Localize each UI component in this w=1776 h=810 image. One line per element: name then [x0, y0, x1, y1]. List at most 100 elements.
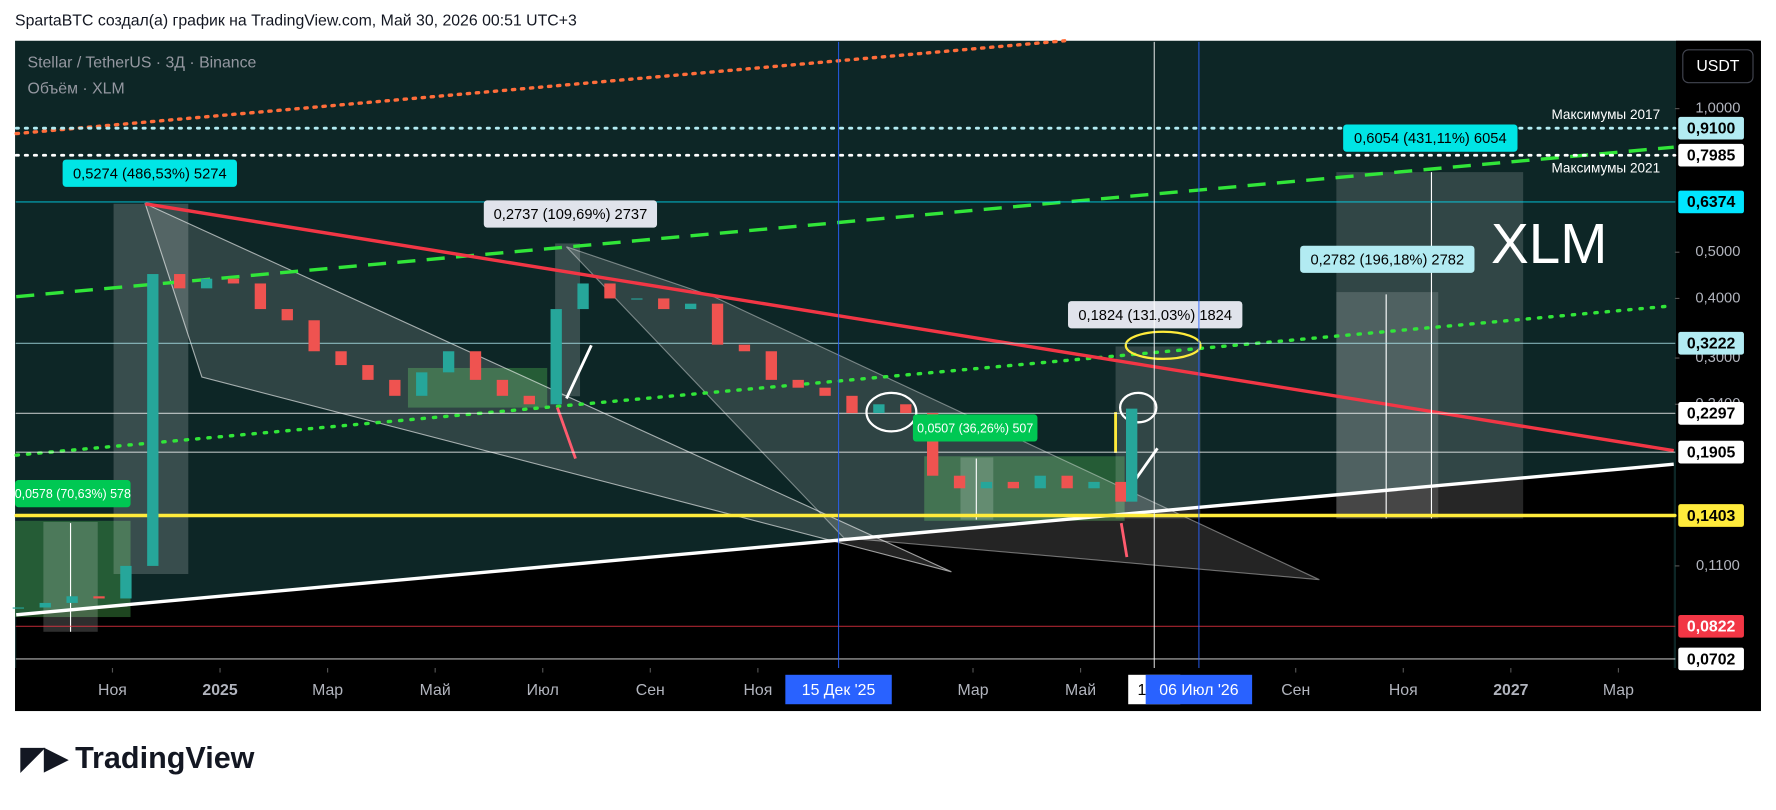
volume-legend: Объём · XLM — [28, 81, 125, 98]
x-tick-label: Май — [1065, 682, 1096, 699]
candle — [174, 274, 186, 289]
annotation: Максимумы 2021 — [1551, 160, 1660, 175]
candle — [819, 387, 831, 396]
arrow — [556, 407, 577, 460]
measure-label: 0,0578 (70,63%) 578 — [15, 487, 131, 501]
trendline — [16, 462, 1674, 617]
x-tick-label: Ноя — [1389, 682, 1418, 699]
candle — [577, 283, 589, 310]
x-tick-label: 2025 — [202, 682, 237, 699]
x-tick-label: Сен — [1281, 682, 1310, 699]
cursor-label: 15 Дек '25 — [802, 682, 876, 699]
price-label-bg — [1678, 190, 1744, 214]
measure-label-bg — [912, 414, 1038, 442]
x-tick-label: 2027 — [1493, 682, 1528, 699]
arrow — [565, 344, 593, 400]
wedge — [144, 202, 952, 573]
candle — [200, 278, 213, 289]
logo-mark: ◤▶ — [20, 741, 69, 775]
candle — [362, 365, 374, 380]
logo: TradingView — [75, 741, 255, 775]
candle — [846, 395, 858, 414]
candle — [120, 565, 132, 599]
highlight — [1124, 330, 1202, 361]
measure-box — [1336, 172, 1524, 519]
highlight — [865, 391, 918, 433]
measure-label-bg — [1300, 245, 1475, 273]
candle — [335, 351, 347, 366]
arrow — [1119, 522, 1129, 558]
highlight — [1118, 391, 1158, 424]
price-label-bg — [1678, 614, 1744, 638]
candle — [604, 283, 616, 299]
price-label-bg — [1678, 116, 1744, 140]
price-label: 0,6374 — [1687, 194, 1736, 211]
candle — [1061, 475, 1073, 489]
candle — [1115, 481, 1127, 502]
x-tick-label: Мар — [312, 682, 343, 699]
price-label: 0,1905 — [1687, 444, 1736, 461]
y-tick-label: 1,0000 — [1695, 101, 1740, 117]
x-tick-label: Ноя — [98, 682, 127, 699]
candle — [658, 298, 670, 310]
candle — [873, 404, 885, 414]
measure-label-bg — [483, 200, 658, 228]
trendline — [14, 39, 1067, 136]
candle — [496, 379, 509, 396]
candle — [389, 379, 401, 396]
candle — [93, 596, 105, 599]
x-tick-label: Ноя — [743, 682, 772, 699]
candle — [39, 602, 51, 608]
y-tick-label: 0,4000 — [1695, 290, 1740, 306]
symbol: Stellar / TetherUS · 3Д · Binance — [28, 55, 257, 72]
x-tick-label: Май — [420, 682, 451, 699]
candle — [523, 395, 535, 405]
x-tick-label: Мар — [1603, 682, 1634, 699]
candle — [550, 309, 562, 405]
trendline — [145, 202, 1675, 453]
measure-label: 0,6054 (431,11%) 6054 — [1354, 131, 1507, 147]
currency-button[interactable] — [1682, 49, 1754, 84]
measure-label: 0,5274 (486,53%) 5274 — [73, 166, 227, 182]
candle — [1034, 475, 1046, 489]
price-label-bg — [1678, 647, 1744, 671]
price-label: 0,9100 — [1687, 120, 1736, 137]
candle — [765, 351, 777, 380]
range-box — [924, 456, 1125, 521]
price-axis-bg — [1676, 40, 1761, 712]
x-tick-label: Июл — [527, 682, 559, 699]
candle — [1088, 481, 1100, 489]
price-label-bg — [1678, 504, 1744, 527]
measure-label: 0,2737 (109,69%) 2737 — [494, 207, 648, 223]
y-tick-label: 0,5000 — [1695, 244, 1740, 260]
price-label-bg — [1678, 402, 1744, 425]
cursor-label-bg — [1145, 674, 1253, 705]
header: SpartaBTC создал(а) график на TradingVie… — [15, 13, 577, 30]
currency: USDT — [1696, 58, 1739, 75]
candle — [900, 404, 912, 414]
candle — [416, 372, 428, 396]
candle — [12, 607, 25, 609]
price-label: 0,1403 — [1687, 508, 1736, 525]
cursor-label-bg — [785, 674, 892, 705]
candle — [469, 351, 482, 380]
measure-label-bg — [15, 480, 131, 508]
measure-label-bg — [62, 159, 237, 187]
price-label: 0,2297 — [1687, 406, 1736, 423]
price-label-bg — [1678, 143, 1744, 167]
candle — [1126, 408, 1138, 502]
candle — [711, 303, 724, 345]
measure-label: 0,2782 (196,18%) 2782 — [1310, 252, 1464, 268]
price-label-bg — [1678, 440, 1744, 464]
candle — [308, 320, 320, 352]
x-tick-label: Мар — [958, 682, 989, 699]
cursor-label: 06 Июл '26 — [1159, 682, 1238, 699]
candle — [927, 413, 939, 476]
measure-label: 0,0507 (36,26%) 507 — [917, 421, 1033, 435]
candle — [254, 283, 267, 310]
candle — [66, 596, 78, 603]
candle — [980, 481, 993, 489]
candle — [738, 344, 751, 352]
candle — [953, 475, 966, 489]
